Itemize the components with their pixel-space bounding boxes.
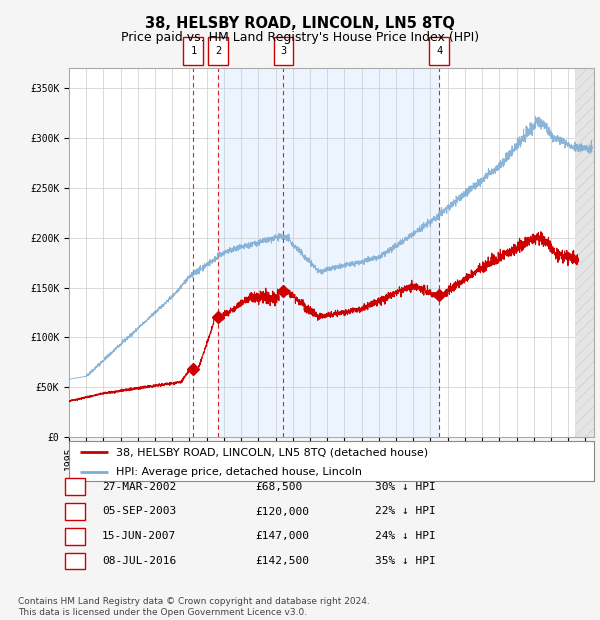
Text: 30% ↓ HPI: 30% ↓ HPI [375,482,436,492]
Text: 08-JUL-2016: 08-JUL-2016 [102,556,176,566]
FancyBboxPatch shape [430,37,449,64]
FancyBboxPatch shape [274,37,293,64]
Text: 24% ↓ HPI: 24% ↓ HPI [375,531,436,541]
FancyBboxPatch shape [184,37,203,64]
Text: 4: 4 [71,556,79,566]
Text: 27-MAR-2002: 27-MAR-2002 [102,482,176,492]
Text: HPI: Average price, detached house, Lincoln: HPI: Average price, detached house, Linc… [116,467,362,477]
Text: 1: 1 [71,482,79,492]
Text: £142,500: £142,500 [255,556,309,566]
Text: 38, HELSBY ROAD, LINCOLN, LN5 8TQ (detached house): 38, HELSBY ROAD, LINCOLN, LN5 8TQ (detac… [116,448,428,458]
FancyBboxPatch shape [208,37,229,64]
Text: Contains HM Land Registry data © Crown copyright and database right 2024.
This d: Contains HM Land Registry data © Crown c… [18,598,370,617]
Text: 2: 2 [71,507,79,516]
Bar [575,68,594,437]
Text: £68,500: £68,500 [255,482,302,492]
Text: £120,000: £120,000 [255,507,309,516]
Text: 3: 3 [280,46,287,56]
Text: 38, HELSBY ROAD, LINCOLN, LN5 8TQ: 38, HELSBY ROAD, LINCOLN, LN5 8TQ [145,16,455,30]
Text: 2: 2 [215,46,221,56]
Text: Price paid vs. HM Land Registry's House Price Index (HPI): Price paid vs. HM Land Registry's House … [121,31,479,44]
Text: 22% ↓ HPI: 22% ↓ HPI [375,507,436,516]
Text: 35% ↓ HPI: 35% ↓ HPI [375,556,436,566]
Bar [218,68,439,437]
Text: £147,000: £147,000 [255,531,309,541]
Text: 4: 4 [436,46,443,56]
Text: 3: 3 [71,531,79,541]
Text: 1: 1 [190,46,197,56]
Text: 15-JUN-2007: 15-JUN-2007 [102,531,176,541]
Text: 05-SEP-2003: 05-SEP-2003 [102,507,176,516]
Bar [575,68,594,437]
